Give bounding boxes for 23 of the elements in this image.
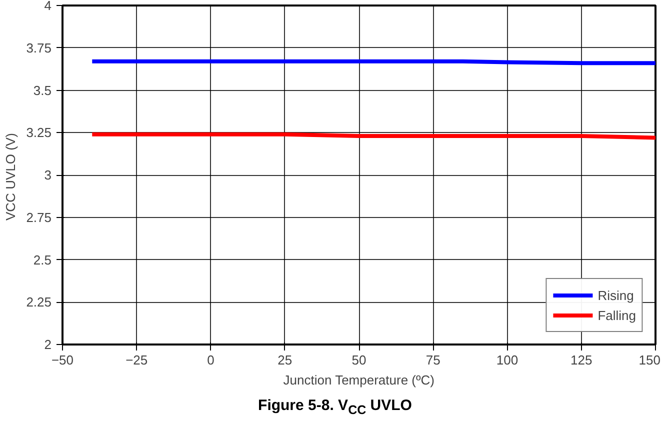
x-tick-label: 25 xyxy=(278,352,292,368)
x-tick-label: 125 xyxy=(570,352,592,368)
y-tick-label: 2.5 xyxy=(33,252,52,268)
y-tick-label: 2.75 xyxy=(26,210,52,225)
x-tick-label: 150 xyxy=(638,352,661,368)
y-tick-label: 3.5 xyxy=(33,82,52,98)
y-tick-label: 2 xyxy=(44,337,52,352)
x-tick-label: 0 xyxy=(207,352,214,368)
y-tick-label: 3.25 xyxy=(26,125,52,140)
legend-label: Rising xyxy=(598,288,634,302)
y-tick-label: 2.25 xyxy=(26,294,52,310)
x-tick-label: −25 xyxy=(126,352,148,368)
x-tick-label: 100 xyxy=(496,352,518,368)
legend-label: Falling xyxy=(598,308,636,322)
y-axis-title: VCC UVLO (V) xyxy=(3,133,18,221)
y-tick-label: 3 xyxy=(44,168,52,182)
y-tick-label: 4 xyxy=(44,0,52,13)
x-axis-title: Junction Temperature (ºC) xyxy=(283,372,434,388)
y-tick-label: 3.75 xyxy=(26,40,52,56)
x-tick-label: −50 xyxy=(51,352,74,368)
x-tick-label: 75 xyxy=(426,352,440,368)
x-tick-label: 50 xyxy=(352,352,366,368)
text: Figure 5-8. V$_{CC}$ UVLO xyxy=(258,396,412,419)
